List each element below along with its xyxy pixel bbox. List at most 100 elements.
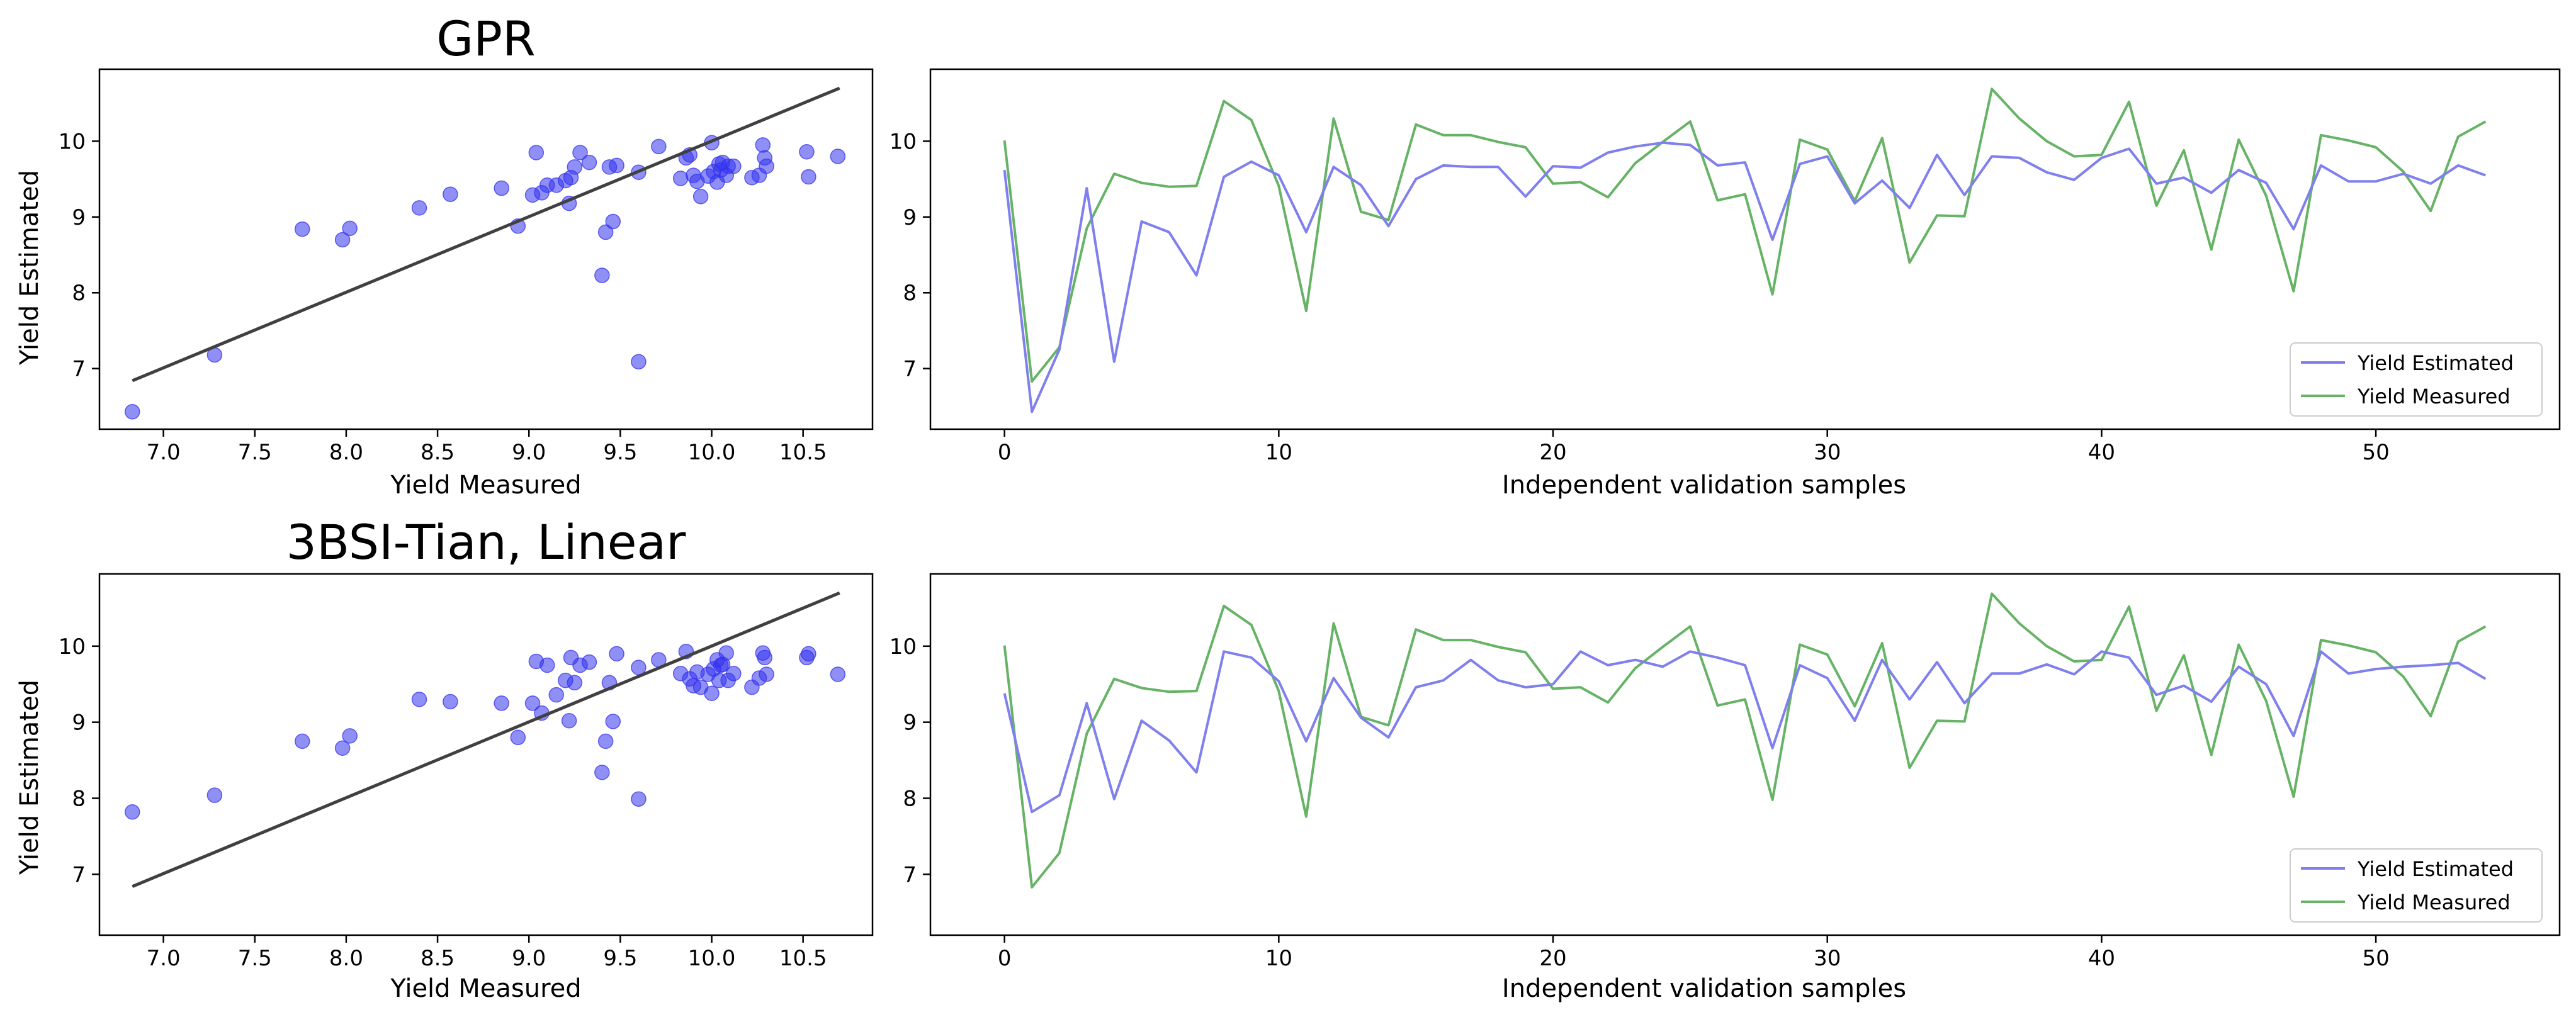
x-tick-label: 9.5 — [603, 440, 637, 465]
tian-scatter-panel: 3BSI-Tian, Linear Yield Measured Yield E… — [15, 514, 874, 1003]
gpr-scatter-ylabel: Yield Estimated — [15, 170, 44, 366]
scatter-point — [342, 728, 358, 744]
scatter-point — [411, 692, 427, 707]
gpr-title: GPR — [436, 11, 536, 67]
y-tick-label: 10 — [890, 129, 917, 154]
scatter-point — [718, 645, 735, 661]
tian-series-plot-area — [1003, 592, 2487, 889]
gpr-scatter-xticks: 7.0 7.5 8.0 8.5 9.0 9.5 10.0 10.5 — [147, 429, 827, 465]
y-tick-label: 10 — [59, 634, 86, 660]
scatter-point — [631, 660, 647, 675]
tian-series-legend: Yield Estimated Yield Measured — [2290, 848, 2543, 923]
gpr-series-xlabel: Independent validation samples — [1502, 471, 1906, 500]
scatter-point — [631, 791, 647, 807]
scatter-point — [548, 687, 565, 703]
gpr-series-plot-area — [1003, 87, 2487, 413]
x-tick-label: 40 — [2088, 946, 2115, 971]
x-tick-label: 10.5 — [779, 946, 827, 971]
one-to-one-line — [132, 591, 840, 888]
scatter-point — [799, 144, 815, 160]
series-line-yield-measured — [1003, 87, 2487, 383]
y-tick-label: 9 — [72, 710, 86, 736]
scatter-point — [631, 354, 647, 370]
scatter-point — [294, 733, 310, 750]
x-tick-label: 50 — [2362, 946, 2389, 971]
gpr-scatter-yticks: 7 8 9 10 — [59, 129, 99, 382]
legend-label-yield-estimated: Yield Estimated — [2357, 857, 2514, 881]
y-tick-label: 7 — [903, 357, 917, 382]
scatter-point — [692, 189, 709, 205]
x-tick-label: 9.5 — [603, 946, 637, 971]
scatter-point — [755, 137, 771, 153]
y-tick-label: 9 — [903, 205, 917, 230]
y-tick-label: 8 — [903, 786, 917, 811]
x-tick-label: 10.0 — [688, 440, 736, 465]
x-tick-label: 8.5 — [421, 946, 455, 971]
scatter-point — [334, 232, 351, 248]
scatter-point — [539, 657, 555, 673]
legend-label-yield-measured: Yield Measured — [2357, 385, 2511, 408]
scatter-point — [334, 740, 351, 756]
scatter-point — [411, 200, 427, 216]
scatter-point — [830, 149, 846, 164]
gpr-scatter-xlabel: Yield Measured — [390, 471, 581, 500]
x-tick-label: 7.5 — [238, 946, 272, 971]
x-tick-label: 50 — [2362, 440, 2389, 465]
x-tick-label: 10 — [1265, 946, 1292, 971]
scatter-point — [605, 714, 621, 729]
scatter-point — [443, 186, 458, 202]
scatter-point — [651, 138, 667, 155]
y-tick-label: 9 — [903, 710, 917, 736]
tian-scatter-yticks: 7 8 9 10 — [59, 634, 99, 887]
x-tick-label: 8.0 — [329, 946, 363, 971]
x-tick-label: 20 — [1539, 440, 1566, 465]
x-tick-label: 9.0 — [512, 946, 546, 971]
scatter-point — [567, 159, 583, 175]
scatter-point — [704, 685, 720, 701]
scatter-point — [594, 267, 610, 283]
y-tick-label: 8 — [72, 281, 86, 306]
scatter-point — [759, 666, 774, 682]
tian-title: 3BSI-Tian, Linear — [286, 514, 686, 570]
gpr-scatter-panel: GPR Yield Measured Yield Estimated 7.0 7.… — [15, 11, 874, 500]
scatter-point — [757, 649, 772, 666]
tian-legend-box — [2290, 848, 2543, 923]
x-tick-label: 9.0 — [512, 440, 546, 465]
scatter-point — [494, 180, 509, 196]
scatter-point — [206, 787, 223, 803]
gpr-series-frame — [929, 68, 2561, 430]
x-tick-label: 8.5 — [421, 440, 455, 465]
scatter-point — [567, 675, 583, 691]
tian-series-yticks: 7 8 9 10 — [890, 634, 930, 887]
x-tick-label: 10 — [1265, 440, 1292, 465]
x-tick-label: 7.0 — [147, 440, 181, 465]
y-tick-label: 8 — [72, 786, 86, 811]
scatter-point — [726, 158, 742, 174]
series-line-yield-measured — [1003, 592, 2487, 889]
tian-scatter-ylabel: Yield Estimated — [15, 680, 44, 875]
scatter-point — [294, 221, 310, 237]
tian-series-xticks: 0 10 20 30 40 50 — [998, 935, 2390, 971]
scatter-point — [801, 646, 816, 662]
legend-label-yield-measured: Yield Measured — [2357, 890, 2511, 914]
x-tick-label: 7.0 — [147, 946, 181, 971]
scatter-point — [572, 145, 588, 160]
scatter-point — [524, 695, 541, 711]
scatter-point — [726, 666, 742, 682]
scatter-point — [609, 157, 624, 174]
scatter-point — [443, 694, 458, 710]
scatter-point — [510, 729, 526, 746]
y-tick-label: 10 — [59, 129, 86, 154]
scatter-point — [597, 224, 614, 240]
y-tick-label: 7 — [72, 357, 86, 382]
y-tick-label: 7 — [72, 862, 86, 887]
tian-series-xlabel: Independent validation samples — [1502, 974, 1906, 1003]
scatter-point — [597, 733, 614, 750]
tian-series-panel: Independent validation samples 0 10 20 30 40… — [890, 573, 2561, 1003]
gpr-series-yticks: 7 8 9 10 — [890, 129, 930, 382]
x-tick-label: 0 — [998, 946, 1012, 971]
scatter-point — [672, 171, 689, 186]
x-tick-label: 8.0 — [329, 440, 363, 465]
x-tick-label: 0 — [998, 440, 1012, 465]
scatter-point — [830, 666, 846, 682]
